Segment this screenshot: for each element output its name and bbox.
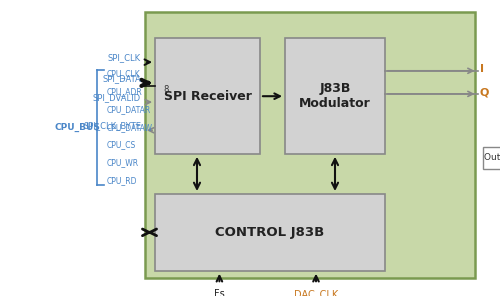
Text: Q: Q (480, 87, 490, 97)
FancyBboxPatch shape (285, 38, 385, 154)
Text: CPU_BUS: CPU_BUS (54, 123, 100, 132)
Text: Fs: Fs (214, 289, 225, 296)
Text: CONTROL J83B: CONTROL J83B (216, 226, 324, 239)
Text: 8: 8 (164, 85, 169, 94)
Text: SPI_CLK_BYTE: SPI_CLK_BYTE (83, 121, 141, 130)
FancyBboxPatch shape (155, 38, 260, 154)
Text: Output @ Fs: Output @ Fs (484, 153, 500, 162)
Text: SPI_CLK: SPI_CLK (108, 53, 141, 62)
FancyBboxPatch shape (155, 194, 385, 271)
Text: SPI Receiver: SPI Receiver (164, 90, 252, 103)
Text: J83B
Modulator: J83B Modulator (299, 82, 371, 110)
Text: DAC_CLK: DAC_CLK (294, 289, 338, 296)
FancyBboxPatch shape (482, 147, 500, 169)
Text: CPU_ADR: CPU_ADR (106, 87, 142, 96)
Text: CPU_DATAR: CPU_DATAR (106, 105, 151, 114)
Text: CPU_WR: CPU_WR (106, 158, 138, 167)
FancyBboxPatch shape (145, 12, 475, 278)
Text: SPI_DVALID: SPI_DVALID (93, 93, 141, 102)
Text: CPU_DATAW: CPU_DATAW (106, 123, 152, 132)
Text: CPU_CLK: CPU_CLK (106, 70, 140, 78)
Text: CPU_RD: CPU_RD (106, 176, 137, 185)
Text: CPU_CS: CPU_CS (106, 141, 136, 149)
Text: I: I (480, 64, 484, 74)
Text: SPI_DATA: SPI_DATA (102, 74, 141, 83)
